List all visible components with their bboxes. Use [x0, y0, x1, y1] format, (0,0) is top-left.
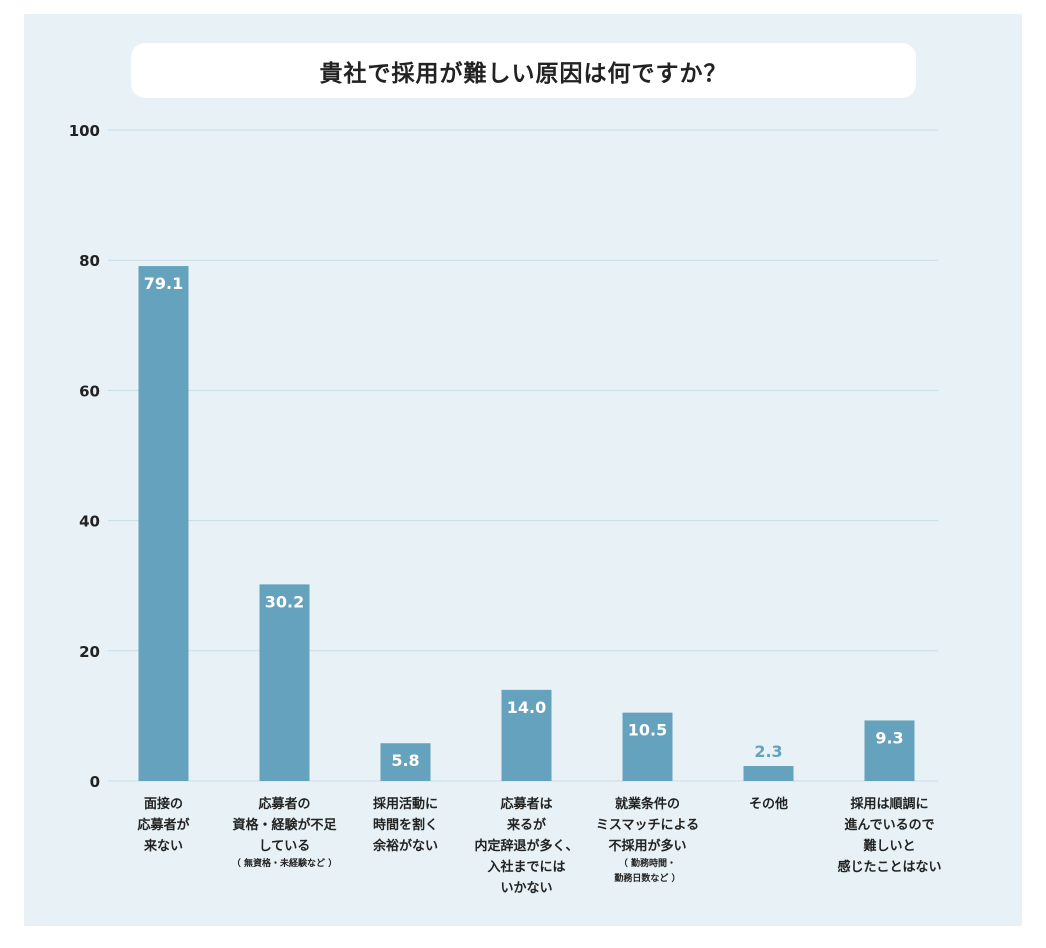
- bar-value-label: 79.1: [144, 274, 183, 293]
- category-label-line: 難しいと: [863, 839, 916, 854]
- category-note-line: 勤務日数など ）: [614, 874, 681, 884]
- category-label-line: その他: [748, 797, 788, 812]
- category-note-line: （ 勤務時間・: [618, 859, 677, 869]
- chart-title: 貴社で採用が難しい原因は何ですか？: [319, 60, 728, 87]
- category-label-line: 採用活動に: [372, 797, 438, 812]
- bar-value-label: 5.8: [391, 751, 419, 770]
- category-label-line: 不採用が多い: [608, 839, 687, 854]
- category-label: 採用活動に時間を割く余裕がない: [340, 794, 472, 857]
- bar-value-label: 10.5: [628, 721, 667, 740]
- y-tick-label: 0: [90, 773, 100, 791]
- category-label-line: 採用は順調に: [850, 797, 929, 812]
- bar: [501, 689, 552, 781]
- bar-value-label: 30.2: [265, 592, 304, 611]
- y-tick-label: 60: [79, 382, 100, 400]
- category-label-line: ミスマッチによる: [595, 818, 700, 833]
- bar: [259, 584, 310, 781]
- category-label-line: 就業条件の: [614, 797, 680, 812]
- category-label-line: 資格・経験が不足: [232, 818, 337, 833]
- category-label: 採用は順調に 進んでいるので 難しいと感じたことはない: [824, 794, 956, 878]
- category-label-line: 来るが: [506, 818, 546, 833]
- category-label-line: 感じたことはない: [837, 860, 942, 875]
- bar-value-label: 14.0: [507, 698, 546, 717]
- category-label-line: いかない: [500, 881, 553, 896]
- category-label-line: 時間を割く: [372, 818, 438, 833]
- bar: [622, 712, 673, 781]
- category-label: 就業条件のミスマッチによる 不採用が多い （ 勤務時間・ 勤務日数など ）: [582, 794, 714, 887]
- y-tick-label: 80: [79, 252, 100, 270]
- category-label: 応募者の資格・経験が不足 している （ 無資格・未経験など ）: [219, 794, 351, 872]
- category-label-line: 入社までには: [487, 860, 566, 875]
- category-label-line: 内定辞退が多く、: [474, 839, 579, 854]
- bar: [743, 766, 794, 781]
- bar-value-label: 9.3: [875, 728, 903, 747]
- y-tick-label: 40: [79, 513, 100, 531]
- category-label: その他: [703, 794, 835, 815]
- y-tick-label: 20: [79, 643, 100, 661]
- category-label-line: 応募者が: [137, 818, 190, 833]
- category-label-line: 応募者は: [500, 797, 553, 812]
- category-label: 応募者は来るが内定辞退が多く、 入社までには いかない: [461, 794, 593, 899]
- bar-value-label: 2.3: [754, 742, 782, 761]
- y-tick-label: 100: [69, 122, 100, 140]
- bar: [864, 720, 915, 781]
- category-label-line: 来ない: [143, 839, 183, 854]
- category-note-line: （ 無資格・未経験など ）: [231, 859, 338, 869]
- category-label: 面接の応募者が来ない: [98, 794, 230, 857]
- chart-title-box: 貴社で採用が難しい原因は何ですか？: [131, 43, 916, 98]
- category-label-line: している: [258, 839, 311, 854]
- category-label-line: 面接の: [143, 797, 183, 812]
- category-label-line: 進んでいるので: [844, 818, 935, 833]
- category-label-line: 余裕がない: [372, 839, 438, 854]
- bar: [380, 743, 431, 781]
- category-label-line: 応募者の: [258, 797, 311, 812]
- bar: [138, 266, 189, 782]
